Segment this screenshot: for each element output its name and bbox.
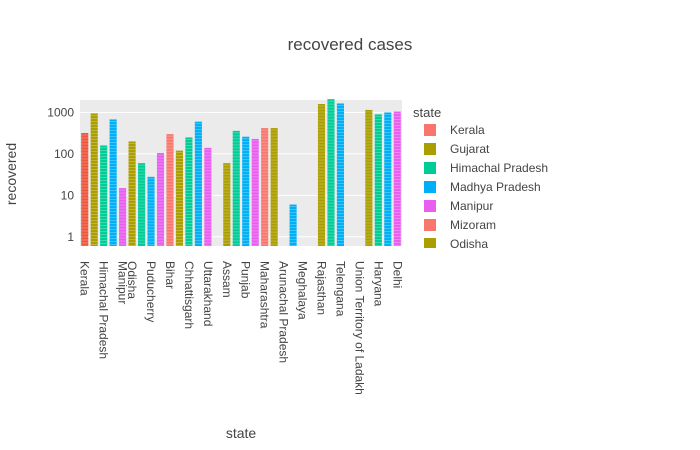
x-tick-label: Kerala [78,261,92,296]
bar [232,130,240,246]
bar [336,103,344,246]
x-tick-label: Chhattisgarh [182,261,196,329]
y-tick-label: 1 [67,230,74,244]
y-tick-label: 10 [61,188,75,202]
bar [156,153,165,246]
legend-entry: Manipur [424,199,493,213]
bar [138,163,146,246]
legend-entry: Himachal Pradesh [424,161,548,175]
legend-label: Mizoram [450,218,496,232]
x-tick-label: Delhi [390,261,404,288]
legend-label: Kerala [450,123,485,137]
bar [119,188,127,246]
y-tick-label: 1000 [47,105,74,119]
bar [109,119,117,246]
x-tick-label: Punjab [239,261,253,299]
legend-swatch [424,238,436,248]
bar [147,176,155,246]
x-tick-label: Maharashtra [258,261,272,329]
x-tick-label: Puducherry [144,261,158,322]
legend-entry: Kerala [424,123,485,137]
bar [175,150,183,246]
legend-label: Gujarat [450,142,490,156]
bar [242,136,250,246]
bar [100,145,108,246]
x-tick-label: Telengana [333,261,347,317]
legend-swatch [424,181,436,193]
legend-swatch [424,143,436,155]
x-tick-label: Meghalaya [296,261,310,320]
bar [194,121,202,246]
bar [374,114,382,247]
bar [261,128,269,246]
plot-area [80,100,402,246]
legend-swatch [424,162,436,174]
y-tick-label: 100 [54,147,74,161]
x-tick-label: Odisha [125,261,139,299]
bar [251,138,259,246]
x-tick-label: Haryana [371,261,385,307]
x-tick-label: Bihar [163,261,177,289]
chart-title: recovered cases [288,35,413,54]
bar [185,137,193,246]
legend-entry: Mizoram [424,218,496,232]
legend-label: Manipur [450,199,493,213]
legend-entry: Madhya Pradesh [424,180,541,194]
legend-entry: Gujarat [424,142,490,156]
x-tick-label: Himachal Pradesh [97,261,111,359]
x-tick-label: Manipur [116,261,130,304]
bar [317,104,326,246]
bars [81,99,401,247]
bar [289,204,297,246]
legend-label: Himachal Pradesh [450,161,548,175]
legend-swatch [424,219,436,231]
bar [90,113,98,246]
legend-swatch [424,200,436,212]
bar [270,128,278,246]
y-axis-title: recovered [3,143,19,205]
legend: state Kerala Gujarat Himachal Pradesh Madhy… [413,105,548,251]
bar [81,132,89,246]
bar [384,112,392,246]
y-axis-ticks: 1 10 100 1000 [47,105,74,243]
bar [166,134,174,246]
x-tick-label: Union Territory of Ladakh [352,261,366,395]
bar [128,141,136,246]
legend-swatch [424,124,436,136]
legend-label: Odisha [450,237,488,251]
x-tick-label: Uttarakhand [201,261,215,326]
x-axis-title: state [226,425,257,441]
bar [204,147,212,246]
bar [223,163,231,246]
x-tick-label: Assam [220,261,234,298]
bar [327,99,335,246]
bar [393,111,401,247]
legend-title: state [413,105,441,120]
x-tick-label: Rajasthan [315,261,329,315]
bar [365,109,373,246]
x-tick-label: Arunachal Pradesh [277,261,291,363]
legend-label: Madhya Pradesh [450,180,541,194]
legend-entry: Odisha [424,237,488,251]
